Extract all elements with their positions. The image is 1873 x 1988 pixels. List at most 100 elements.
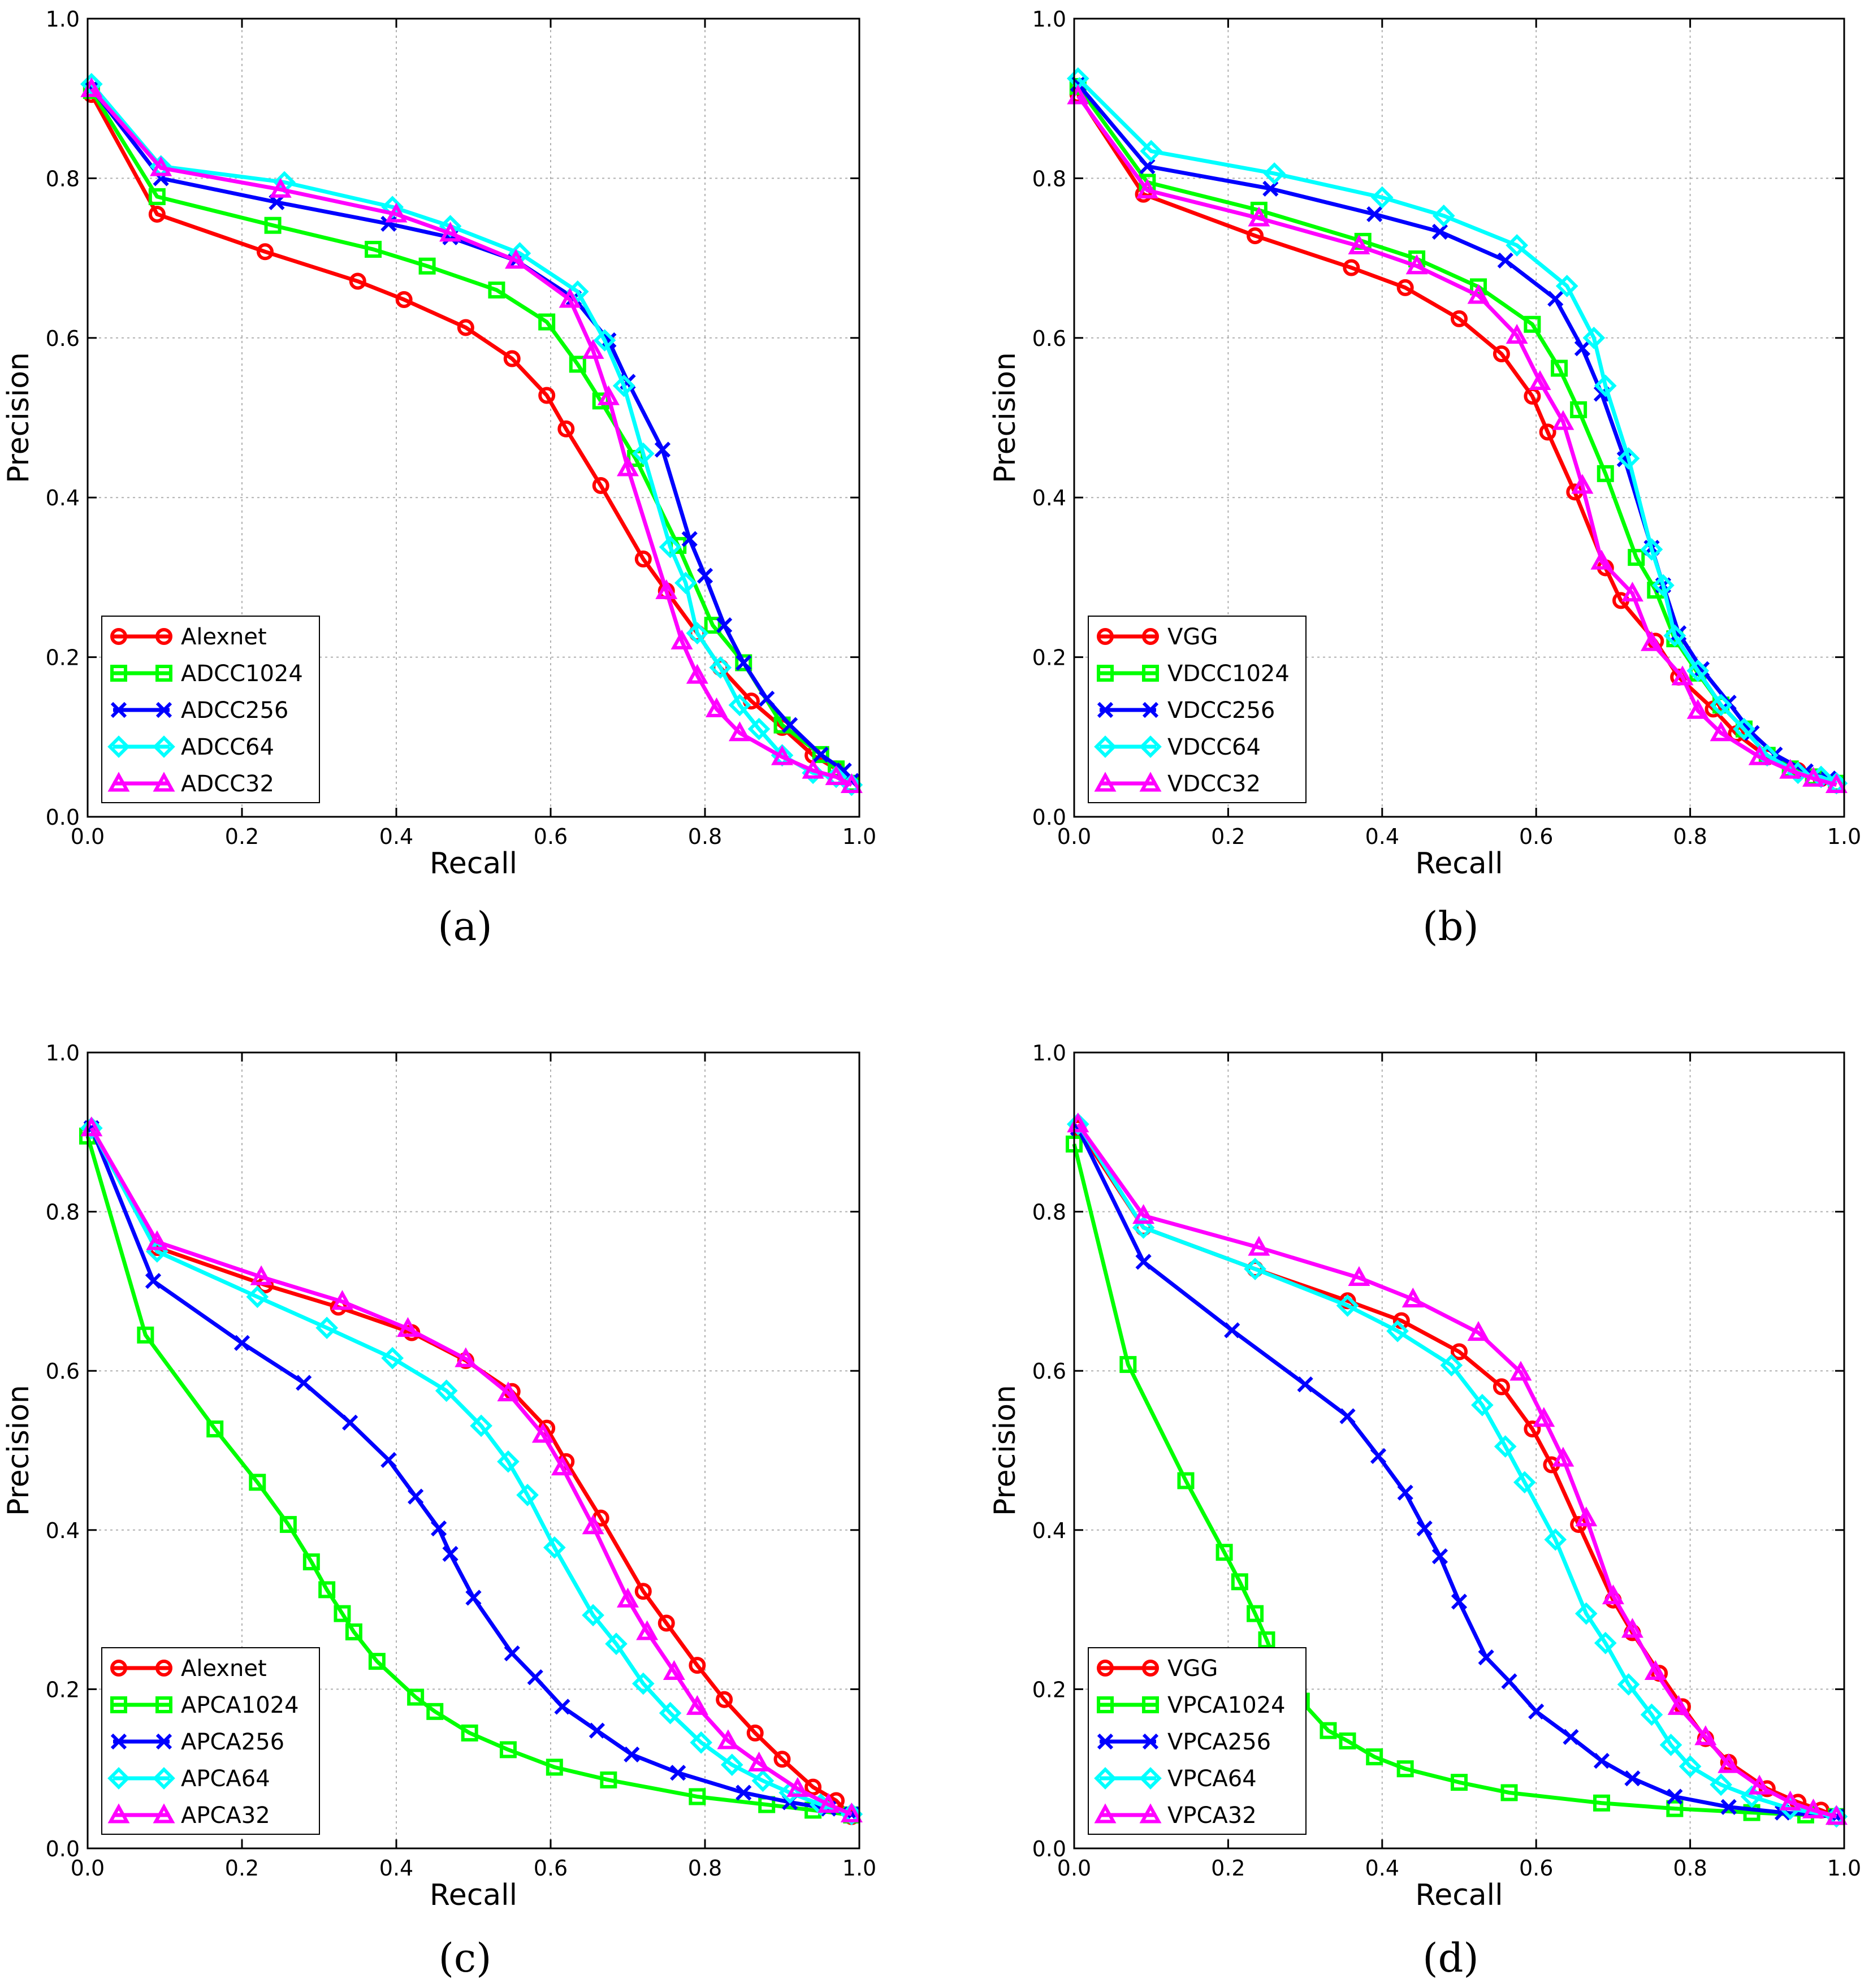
legend-label: ADCC256 [181,698,288,724]
data-point-square-10 [1339,1732,1356,1749]
data-point-diamond-0 [80,72,103,96]
data-point-square-11 [1366,1748,1383,1766]
data-point-diamond-14 [1659,1734,1682,1756]
data-point-triangle-8 [551,1455,573,1476]
data-point-circle-7 [538,387,556,404]
x-tick-label: 0.0 [71,1856,105,1881]
data-point-x-4 [1431,223,1448,240]
data-point-triangle-15 [748,1751,771,1772]
data-point-x-5 [1497,252,1513,268]
data-point-x-11 [527,1669,543,1686]
data-point-triangle-14 [1694,1725,1717,1746]
data-point-triangle-3 [385,202,408,223]
data-point-x-8 [442,1545,458,1562]
data-point-diamond-2 [1263,162,1286,185]
data-point-circle-13 [716,1691,733,1708]
data-point-x-2 [1224,1322,1240,1339]
y-axis-label: Precision [988,1385,1022,1516]
legend-label: VDCC32 [1167,771,1261,797]
data-point-x-legend-a [110,701,127,718]
y-tick-label: 1.0 [46,7,80,32]
data-point-diamond-5 [1506,234,1528,257]
data-point-x-1 [1139,158,1156,175]
legend: Alexnet ADCC1024 ADCC256 ADCC64 ADCC32 [101,616,320,803]
data-point-diamond-13 [1640,1703,1663,1726]
data-point-x-4 [341,1414,358,1431]
data-point-triangle-13 [705,697,728,717]
data-point-triangle-14 [1686,699,1709,719]
x-tick-label: 1.0 [842,1856,876,1881]
data-point-diamond-7 [593,329,616,352]
data-point-x-7 [1416,1520,1433,1537]
data-point-diamond-9 [543,1536,566,1559]
data-point-triangle-16 [1748,1774,1771,1795]
data-point-diamond-4 [381,1346,404,1370]
data-point-triangle-8 [1552,410,1574,430]
data-point-circle-3 [349,272,366,290]
y-tick-label: 0.8 [46,166,80,191]
series-line [90,87,853,787]
data-point-triangle-15 [1710,721,1732,742]
data-point-diamond-12 [1617,1673,1640,1696]
data-point-triangle-9 [1575,1506,1598,1527]
data-point-diamond-16 [1710,1773,1732,1796]
data-point-triangle-11 [1621,582,1643,602]
legend-entry: APCA256 [110,1729,284,1755]
x-tick-label: 0.8 [1673,824,1707,849]
y-tick-label: 0.6 [46,326,80,351]
x-tick-label: 0.0 [1057,824,1091,849]
data-point-triangle-2 [269,177,292,198]
data-point-circle-6 [1493,1378,1510,1396]
data-point-square-14 [1500,1784,1518,1801]
legend-entry: VDCC64 [1094,734,1261,760]
x-tick-label: 0.8 [688,1856,722,1881]
data-point-x-1 [145,1272,162,1289]
data-point-square-legend-b [1142,1696,1159,1713]
x-tick-label: 0.6 [1519,1856,1553,1881]
data-point-diamond-0 [1066,1112,1089,1136]
y-axis-label: Precision [988,352,1022,483]
x-axis-label: Recall [1415,1878,1503,1912]
data-point-triangle-14 [728,721,751,742]
data-point-square-legend-b [155,1696,172,1713]
data-point-square-4 [1231,1573,1248,1591]
data-point-triangle-14 [717,1729,739,1749]
data-point-square-legend-a [110,665,127,682]
data-point-triangle-3 [1348,234,1370,254]
data-point-triangle-9 [1571,474,1594,494]
data-point-square-5 [302,1553,320,1571]
legend-label: VDCC64 [1167,734,1261,760]
data-point-diamond-legend-b [153,1767,175,1790]
data-point-diamond-13 [659,1701,682,1725]
data-point-triangle-15 [1718,1753,1740,1773]
x-axis-label: Recall [430,847,517,881]
data-point-square-1 [137,1326,154,1344]
data-point-x-6 [1397,1484,1413,1501]
data-point-square-5 [1247,1605,1264,1622]
data-point-circle-7 [1524,1420,1541,1437]
data-point-circle-8 [557,420,575,438]
y-tick-label: 0.4 [46,486,80,510]
data-point-diamond-12 [631,1672,655,1695]
data-point-triangle-18 [1802,766,1825,787]
data-point-triangle-17 [825,765,847,785]
data-point-diamond-11 [1594,1631,1617,1654]
series-vpca64 [1066,1112,1848,1828]
data-point-triangle-11 [636,1620,659,1640]
series-line [1076,94,1837,787]
y-tick-label: 0.8 [1032,1200,1066,1225]
data-point-x-3 [296,1375,312,1391]
data-point-circle-11 [658,1614,675,1632]
y-tick-label: 1.0 [1032,7,1066,32]
data-point-square-6 [1524,315,1541,333]
data-point-triangle-16 [1748,745,1771,765]
data-point-square-1 [148,188,166,205]
x-tick-label: 0.2 [225,1856,259,1881]
data-point-circle-6 [1493,345,1510,363]
data-point-x-9 [465,1589,482,1606]
data-point-x-2 [269,194,285,210]
data-point-square-8 [345,1623,362,1641]
data-point-triangle-legend-a [1094,1803,1117,1824]
data-point-square-3 [249,1474,266,1491]
data-point-triangle-7 [1529,370,1551,390]
